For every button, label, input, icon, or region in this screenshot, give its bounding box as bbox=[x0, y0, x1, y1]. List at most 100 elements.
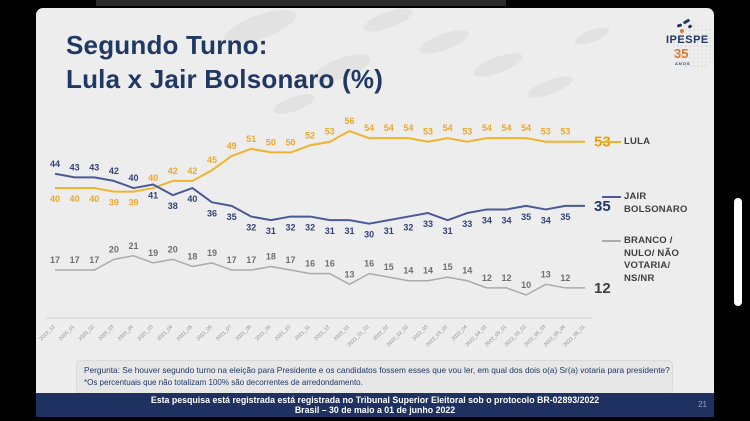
value-label: 20 bbox=[109, 244, 119, 254]
x-axis-label: 2022_02_02 bbox=[386, 324, 410, 348]
registration-text: Esta pesquisa está registrada está regis… bbox=[150, 395, 600, 405]
value-label: 36 bbox=[207, 208, 217, 218]
x-axis-label: 2022_03_02 bbox=[425, 324, 449, 348]
x-axis-label: 2022_06_01 bbox=[563, 324, 587, 348]
value-label: 54 bbox=[403, 123, 413, 133]
value-label: 51 bbox=[246, 134, 256, 144]
value-label: 19 bbox=[148, 248, 158, 258]
value-label: 44 bbox=[50, 159, 60, 169]
decorative-ellipse bbox=[574, 27, 610, 45]
value-label: 35 bbox=[560, 212, 570, 222]
value-label: 40 bbox=[148, 173, 158, 183]
x-axis-label: 2021_12 bbox=[313, 324, 331, 342]
value-label: 35 bbox=[227, 212, 237, 222]
decorative-ellipse bbox=[527, 76, 573, 98]
legend-item: LULA bbox=[602, 136, 650, 149]
value-label: 54 bbox=[501, 123, 511, 133]
decorative-ellipse bbox=[224, 9, 296, 45]
value-label: 32 bbox=[246, 223, 256, 233]
logo-years: 35 bbox=[674, 46, 689, 61]
value-label: 15 bbox=[443, 262, 453, 272]
value-label: 40 bbox=[129, 173, 139, 183]
x-axis-label: 2021_05 bbox=[176, 324, 194, 342]
registration-bar: Esta pesquisa está registrada está regis… bbox=[36, 393, 714, 417]
value-label: 18 bbox=[266, 251, 276, 261]
value-label: 31 bbox=[443, 226, 453, 236]
ipespe-logo: IPESPE 35 anos bbox=[658, 18, 714, 78]
value-label: 31 bbox=[266, 226, 276, 236]
decorative-ellipse bbox=[419, 30, 469, 54]
value-label: 53 bbox=[325, 127, 335, 137]
globe-dots-icon bbox=[672, 24, 714, 70]
rounding-note: *Os percentuais que não totalizam 100% s… bbox=[84, 378, 363, 387]
value-label: 56 bbox=[344, 116, 354, 126]
value-label: 15 bbox=[384, 262, 394, 272]
value-label: 54 bbox=[521, 123, 531, 133]
value-label: 17 bbox=[50, 255, 60, 265]
slide: 2019_12 2020_01 2020_02 2020_03 2020_04 2021_… bbox=[36, 8, 714, 417]
x-axis-label: 2021_06 bbox=[195, 324, 213, 342]
value-label: 16 bbox=[305, 259, 315, 269]
value-label: 17 bbox=[246, 255, 256, 265]
x-axis-label: 2020_03 bbox=[97, 324, 115, 342]
legend-label: LULA bbox=[624, 136, 651, 147]
x-axis-label: 2022_01_02 bbox=[347, 324, 371, 348]
value-label: 53 bbox=[423, 127, 433, 137]
logo-anos: anos bbox=[675, 61, 691, 66]
question-text: Pergunta: Se houver segundo turno na ele… bbox=[84, 365, 670, 375]
value-label: 42 bbox=[109, 166, 119, 176]
x-axis-label: 2022_04 bbox=[451, 324, 469, 342]
value-label: 39 bbox=[129, 198, 139, 208]
value-label: 43 bbox=[70, 162, 80, 172]
value-label: 53 bbox=[560, 127, 570, 137]
screenshot-artifact-strip bbox=[96, 0, 506, 6]
value-label: 14 bbox=[423, 266, 433, 276]
x-axis-label: 2020_01 bbox=[58, 324, 76, 342]
title-line-1: Segundo Turno: bbox=[66, 30, 268, 60]
value-label: 35 bbox=[521, 212, 531, 222]
value-label: 45 bbox=[207, 155, 217, 165]
value-label: 14 bbox=[462, 266, 472, 276]
fieldwork-dates: Brasil – 30 de maio a 01 de junho 2022 bbox=[294, 405, 456, 415]
series-line bbox=[55, 255, 586, 296]
value-label: 34 bbox=[501, 215, 511, 225]
end-value-label: 35 bbox=[594, 198, 611, 215]
value-label: 33 bbox=[462, 219, 472, 229]
value-label: 19 bbox=[207, 248, 217, 258]
decorative-ellipse bbox=[273, 94, 315, 114]
x-axis-label: 2020_04 bbox=[117, 324, 135, 342]
value-label: 17 bbox=[286, 255, 296, 265]
legend-dash-icon bbox=[602, 240, 621, 242]
value-label: 43 bbox=[89, 162, 99, 172]
x-axis-label: 2022_02 bbox=[372, 324, 390, 342]
value-label: 16 bbox=[325, 259, 335, 269]
value-label: 40 bbox=[70, 194, 80, 204]
value-label: 32 bbox=[286, 223, 296, 233]
x-axis-label: 2019_12 bbox=[38, 324, 56, 342]
decorative-ellipse bbox=[313, 54, 371, 82]
value-label: 34 bbox=[541, 215, 551, 225]
legend-dash-icon bbox=[602, 196, 621, 198]
value-label: 54 bbox=[482, 123, 492, 133]
value-label: 16 bbox=[364, 259, 374, 269]
scrollbar-thumb[interactable] bbox=[734, 198, 742, 306]
legend-label: JAIR BOLSONARO bbox=[624, 191, 688, 215]
value-label: 32 bbox=[305, 223, 315, 233]
x-axis-label: 2020_02 bbox=[78, 324, 96, 342]
value-label: 39 bbox=[109, 198, 119, 208]
value-label: 12 bbox=[501, 273, 511, 283]
value-label: 38 bbox=[168, 201, 178, 211]
logo-flame-icon bbox=[674, 18, 698, 33]
value-label: 21 bbox=[129, 241, 139, 251]
value-label: 17 bbox=[227, 255, 237, 265]
value-label: 42 bbox=[168, 166, 178, 176]
series-line bbox=[54, 172, 586, 225]
x-axis-label: 2022_03 bbox=[411, 324, 429, 342]
chart-svg: 2019_12 2020_01 2020_02 2020_03 2020_04 2021_… bbox=[38, 8, 611, 348]
x-axis-label: 2021_04 bbox=[156, 324, 174, 342]
value-label: 54 bbox=[384, 123, 394, 133]
value-label: 20 bbox=[168, 244, 178, 254]
value-label: 12 bbox=[482, 273, 492, 283]
value-label: 54 bbox=[443, 123, 453, 133]
